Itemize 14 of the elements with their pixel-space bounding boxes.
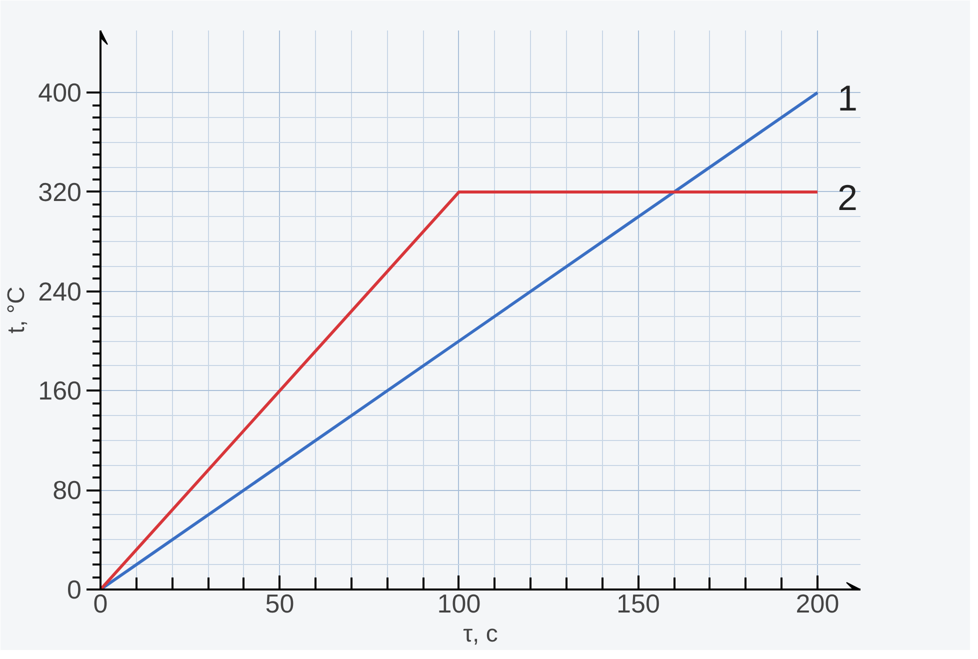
x-tick-label: 200 [796, 588, 840, 618]
x-axis-title: τ, с [463, 620, 498, 648]
series-label: 1 [837, 78, 858, 119]
y-tick-label: 240 [38, 276, 82, 306]
y-tick-label: 160 [38, 376, 82, 406]
x-tick-label: 0 [93, 588, 108, 618]
x-tick-label: 150 [616, 588, 660, 618]
x-tick-label: 50 [265, 588, 294, 618]
x-tick-label: 100 [437, 588, 481, 618]
y-tick-label: 320 [38, 176, 82, 207]
y-tick-label: 400 [38, 78, 82, 108]
y-axis-title: t, °C [3, 286, 30, 334]
y-tick-label: 80 [52, 475, 82, 506]
series-label: 2 [837, 176, 858, 218]
